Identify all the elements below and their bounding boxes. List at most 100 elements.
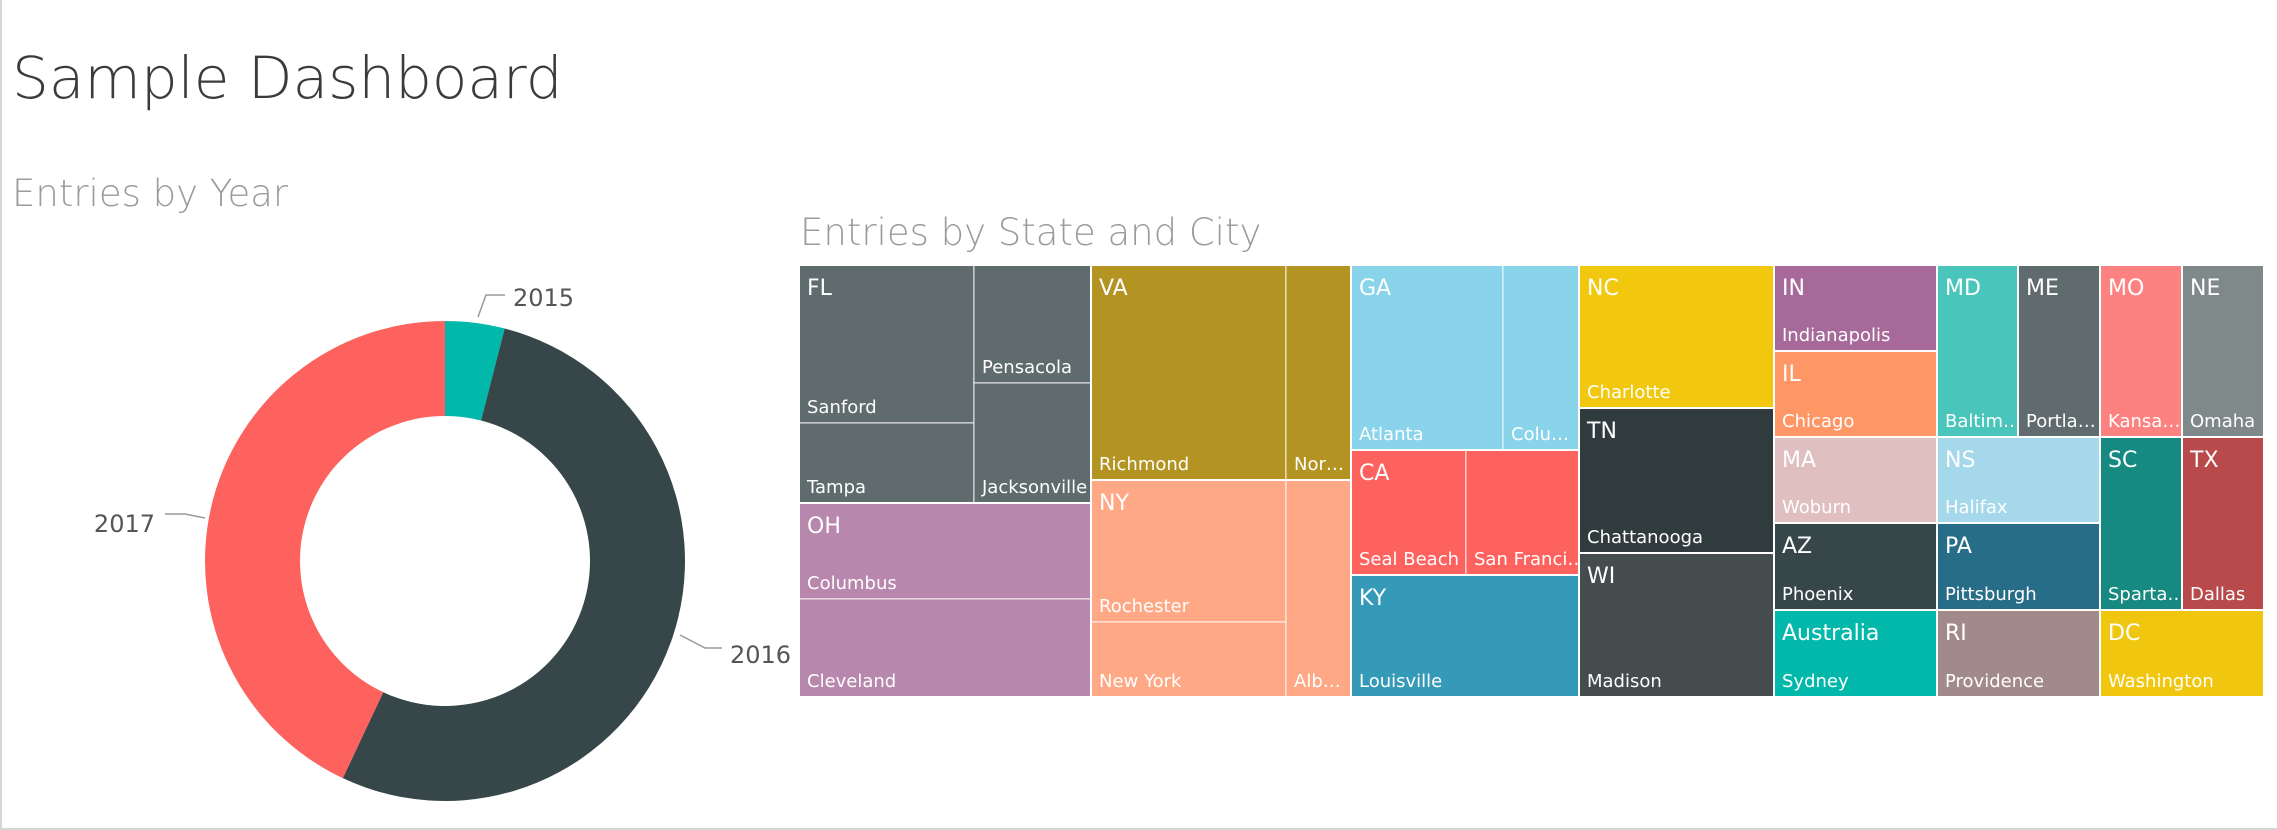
- treemap-group-ma[interactable]: Woburn MA: [1773, 436, 1938, 524]
- treemap-tile-Seal Beach[interactable]: [1350, 449, 1467, 576]
- entries-by-year-donut-chart[interactable]: 2015 2016 2017: [0, 250, 800, 830]
- treemap-tile-Providence[interactable]: [1936, 609, 2101, 697]
- treemap-tile-Sydney[interactable]: [1773, 609, 1938, 697]
- treemap-tile-Pensacola[interactable]: [973, 265, 1092, 384]
- treemap-city-label: Pittsburgh: [1945, 584, 2037, 605]
- treemap-tile-Cleveland[interactable]: [799, 598, 1092, 697]
- treemap-city-label: Kansa…: [2108, 411, 2180, 432]
- treemap-group-ny[interactable]: Rochester New York Alb… NY: [1090, 479, 1352, 697]
- treemap-tile-Phoenix[interactable]: [1773, 522, 1938, 611]
- treemap-tile-Nor…[interactable]: [1285, 265, 1352, 481]
- treemap-state-label: VA: [1099, 276, 1128, 301]
- treemap-city-label: Colu…: [1511, 424, 1569, 445]
- treemap-state-label: NC: [1587, 276, 1619, 301]
- treemap-city-label: Chattanooga: [1587, 527, 1703, 548]
- treemap-chart-title: Entries by State and City: [800, 211, 1262, 254]
- treemap-tile-Woburn[interactable]: [1773, 436, 1938, 524]
- treemap-tile-Louisville[interactable]: [1350, 574, 1580, 697]
- treemap-group-sc[interactable]: Sparta… SC: [2099, 436, 2185, 611]
- treemap-tile-San Franci…[interactable]: [1465, 449, 1580, 576]
- treemap-tile-Chattanooga[interactable]: [1578, 407, 1775, 554]
- treemap-city-label: Sanford: [807, 397, 877, 418]
- treemap-tile-Pittsburgh[interactable]: [1936, 522, 2101, 611]
- treemap-tile-Sanford[interactable]: [799, 265, 975, 424]
- treemap-city-label: Omaha: [2190, 411, 2255, 432]
- treemap-state-label: NY: [1099, 491, 1129, 516]
- treemap-group-va[interactable]: Richmond Nor… VA: [1090, 265, 1352, 481]
- treemap-group-tn[interactable]: Chattanooga TN: [1578, 407, 1775, 554]
- treemap-group-ne[interactable]: Omaha NE: [2181, 265, 2265, 438]
- treemap-city-label: Sparta…: [2108, 584, 2185, 605]
- donut-leader-line: [679, 634, 722, 649]
- treemap-group-md[interactable]: Baltim… MD: [1936, 265, 2021, 438]
- treemap-city-label: Indianapolis: [1782, 325, 1890, 346]
- treemap-group-border: [2099, 609, 2265, 697]
- treemap-group-ns[interactable]: Halifax NS: [1936, 436, 2101, 524]
- donut-leader-line: [477, 294, 505, 318]
- treemap-state-label: NS: [1945, 448, 1975, 473]
- treemap-city-label: Woburn: [1782, 497, 1851, 518]
- treemap-group-az[interactable]: Phoenix AZ: [1773, 522, 1938, 611]
- treemap-group-ri[interactable]: Providence RI: [1936, 609, 2101, 697]
- donut-label-2017: 2017: [94, 510, 155, 538]
- treemap-city-label: Cleveland: [807, 671, 896, 692]
- treemap-city-label: Baltim…: [1945, 411, 2021, 432]
- treemap-tile-Dallas[interactable]: [2181, 436, 2265, 611]
- treemap-group-wi[interactable]: Madison WI: [1578, 552, 1775, 697]
- treemap-state-label: WI: [1587, 564, 1615, 589]
- treemap-group-oh[interactable]: Columbus Cleveland OH: [799, 502, 1092, 697]
- treemap-group-dc[interactable]: Washington DC: [2099, 609, 2265, 697]
- treemap-group-ky[interactable]: Louisville KY: [1350, 574, 1580, 697]
- treemap-group-il[interactable]: Chicago IL: [1773, 350, 1938, 438]
- treemap-group-in[interactable]: Indianapolis IN: [1773, 265, 1938, 352]
- treemap-state-label: NE: [2190, 276, 2220, 301]
- treemap-group-pa[interactable]: Pittsburgh PA: [1936, 522, 2101, 611]
- treemap-group-fl[interactable]: Sanford Tampa Pensacola Jacksonville FL: [799, 265, 1092, 504]
- treemap-group-australia[interactable]: Sydney Australia: [1773, 609, 1938, 697]
- treemap-tile-Charlotte[interactable]: [1578, 265, 1775, 409]
- treemap-city-label: Halifax: [1945, 497, 2008, 518]
- treemap-group-tx[interactable]: Dallas TX: [2181, 436, 2265, 611]
- treemap-state-label: TN: [1586, 419, 1617, 444]
- treemap-city-label: Jacksonville: [981, 477, 1087, 498]
- treemap-group-me[interactable]: Portla… ME: [2017, 265, 2101, 438]
- treemap-tile-Kansa…[interactable]: [2099, 265, 2183, 438]
- treemap-city-label: Portla…: [2026, 411, 2096, 432]
- treemap-state-label: KY: [1359, 586, 1387, 611]
- treemap-tile-Colu…[interactable]: [1502, 265, 1580, 451]
- donut-slice-2015[interactable]: [445, 321, 505, 421]
- treemap-city-label: Columbus: [807, 573, 897, 594]
- treemap-state-label: CA: [1359, 461, 1389, 486]
- treemap-city-label: Alb…: [1294, 671, 1341, 692]
- treemap-state-label: DC: [2108, 621, 2140, 646]
- treemap-state-label: Australia: [1782, 621, 1879, 646]
- donut-slice-2016[interactable]: [342, 328, 685, 801]
- donut-leader-line: [165, 513, 206, 519]
- treemap-city-label: Seal Beach: [1359, 549, 1459, 570]
- treemap-group-ga[interactable]: Atlanta Colu… GA: [1350, 265, 1580, 451]
- treemap-group-nc[interactable]: Charlotte NC: [1578, 265, 1775, 409]
- donut-label-2016: 2016: [730, 641, 791, 669]
- donut-label-2015: 2015: [513, 284, 574, 312]
- treemap-city-label: New York: [1099, 671, 1182, 692]
- treemap-state-label: MD: [1945, 276, 1981, 301]
- treemap-state-label: ME: [2026, 276, 2059, 301]
- treemap-tile-Jacksonville[interactable]: [973, 382, 1092, 504]
- treemap-tile-Richmond[interactable]: [1090, 265, 1287, 481]
- treemap-tile-Alb…[interactable]: [1285, 479, 1352, 697]
- treemap-city-label: Sydney: [1782, 671, 1849, 692]
- treemap-city-label: Charlotte: [1587, 382, 1671, 403]
- treemap-state-label: GA: [1359, 276, 1391, 301]
- treemap-city-label: Chicago: [1782, 411, 1854, 432]
- treemap-city-label: Louisville: [1359, 671, 1442, 692]
- treemap-state-label: OH: [807, 514, 841, 539]
- treemap-city-label: Nor…: [1294, 454, 1344, 475]
- treemap-group-ca[interactable]: Seal Beach San Franci… CA: [1350, 449, 1585, 576]
- treemap-state-label: AZ: [1782, 534, 1812, 559]
- donut-slice-2017[interactable]: [205, 321, 445, 779]
- treemap-group-mo[interactable]: Kansa… MO: [2099, 265, 2183, 438]
- treemap-tile-Indianapolis[interactable]: [1773, 265, 1938, 352]
- dashboard-title: Sample Dashboard: [12, 44, 563, 112]
- entries-by-state-treemap[interactable]: Sanford Tampa Pensacola Jacksonville FL Colum…: [799, 265, 2267, 697]
